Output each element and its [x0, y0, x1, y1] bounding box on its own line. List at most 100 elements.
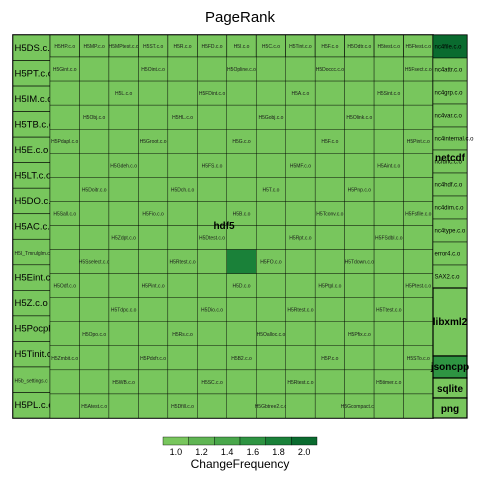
legend-title: ChangeFrequency	[190, 457, 290, 471]
treemap-cell	[285, 153, 316, 178]
cell-label: H5FDint.c.o	[199, 91, 226, 97]
cell-label: nc4var.c.o	[435, 114, 463, 120]
cell-label: H5Gobj.c.o	[258, 115, 283, 121]
cell-label: H5Fsfile.c.o	[405, 211, 432, 217]
treemap-cell	[373, 393, 404, 419]
treemap-cell	[226, 369, 257, 395]
treemap-cell	[12, 213, 51, 240]
treemap-cell	[285, 249, 316, 274]
png-block	[432, 397, 468, 419]
treemap-cell	[373, 225, 404, 250]
treemap-cell	[256, 56, 286, 82]
cell-label: H5Ptpl.c.o	[318, 284, 341, 290]
cell-label: H5test.c.o	[378, 44, 401, 50]
treemap-cell-highlight	[226, 249, 257, 274]
treemap-cell	[138, 104, 169, 130]
treemap-cell	[403, 128, 434, 154]
treemap-cell	[256, 345, 286, 371]
treemap-cell	[49, 297, 80, 322]
treemap-cell	[108, 80, 139, 106]
treemap-cell	[314, 225, 345, 250]
treemap-cell	[403, 273, 434, 298]
treemap-cell	[197, 249, 227, 274]
treemap-cell	[403, 225, 434, 250]
treemap-cell	[138, 393, 169, 419]
cell-label: H5FSdbl.c.o	[375, 236, 403, 242]
cell-label: H5Dfill.c.o	[171, 404, 194, 410]
treemap-cell	[314, 369, 345, 395]
treemap-cell	[167, 297, 198, 322]
cell-label: H5Doccc.c.o	[316, 67, 345, 73]
treemap-cell	[314, 297, 345, 322]
treemap-cell	[167, 201, 198, 226]
treemap-cell	[167, 225, 198, 250]
treemap-cell	[197, 345, 227, 371]
treemap-cell	[197, 225, 227, 250]
treemap-cell	[256, 369, 286, 395]
cell-label: H5Odtr.c.o	[347, 44, 371, 50]
cell-label: H5Tinit.c	[15, 349, 52, 360]
legend-tick-label: 2.0	[298, 447, 311, 457]
cell-label: H5Tdpc.c.o	[111, 308, 137, 314]
treemap-cell	[108, 177, 139, 202]
cell-label: H5Oint.c.o	[141, 67, 165, 73]
treemap-cell	[49, 104, 80, 130]
cell-label: nc4attr.c.o	[435, 68, 463, 74]
treemap-cell	[79, 56, 110, 82]
cell-label: H5LT.c.o	[15, 170, 52, 181]
treemap-cell	[256, 153, 286, 178]
cell-label: H5R.c.o	[174, 44, 192, 50]
treemap-cell	[314, 201, 345, 226]
treemap-cell	[49, 225, 80, 250]
treemap-cell	[344, 225, 375, 250]
treemap-cell	[167, 369, 198, 395]
treemap-cell	[226, 104, 257, 130]
treemap-cell	[373, 201, 404, 226]
cell-label: H5P.c.o	[321, 356, 338, 362]
cell-label: ncfunc.c.o	[435, 160, 463, 166]
cell-label: H5Ptest.c.o	[405, 284, 431, 290]
treemap-cell	[373, 273, 404, 298]
cell-label: H5Eint.c.o	[15, 273, 59, 284]
cell-label: nc4hdf.c.o	[435, 183, 463, 189]
cell-label: H5T.c.o	[262, 187, 279, 193]
treemap-cell	[226, 297, 257, 322]
treemap-cell	[314, 104, 345, 130]
cell-label: nc4internal.c.o	[435, 137, 475, 143]
cell-label: H5Pocpl.c.o	[15, 324, 66, 335]
treemap-cell	[285, 297, 316, 322]
legend-tick-label: 1.2	[195, 447, 208, 457]
treemap-cell	[314, 56, 345, 82]
treemap-cell	[49, 80, 80, 106]
cell-label: H5MP.c.o	[84, 44, 106, 50]
treemap-cell	[373, 321, 404, 347]
treemap-cell	[314, 345, 345, 371]
cell-label: H5Gdeh.c.o	[110, 163, 137, 169]
cell-label: H5Aint.c.o	[377, 163, 400, 169]
treemap-cell	[197, 177, 227, 202]
cell-label: H5FS.c.o	[202, 163, 223, 169]
legend-tick-label: 1.8	[272, 447, 285, 457]
cell-label: H5AC.c.o	[15, 222, 56, 233]
treemap-cell	[197, 201, 227, 226]
cell-label: H5Z.c.o	[15, 298, 48, 309]
cell-label: H5D.c.o	[232, 284, 250, 290]
treemap-cell	[344, 249, 375, 274]
treemap-cell	[344, 369, 375, 395]
cell-label: H5Olink.c.o	[346, 115, 372, 121]
treemap-cell	[226, 225, 257, 250]
cell-label: H5STo.c.o	[407, 356, 430, 362]
treemap-cell	[226, 80, 257, 106]
cell-label: H5I_Tmrulglm.c.o	[15, 251, 55, 257]
cell-label: H5SC.c.o	[201, 380, 223, 386]
treemap-cell	[373, 249, 404, 274]
treemap-cell	[167, 321, 198, 347]
treemap-cell	[79, 393, 110, 419]
treemap-cell	[108, 345, 139, 371]
treemap-cell	[403, 393, 434, 419]
cell-label: H5FD.c.o	[201, 44, 222, 50]
treemap-cell	[314, 393, 345, 419]
treemap-cell	[108, 128, 139, 154]
cell-label: nc4type.c.o	[435, 229, 466, 235]
treemap-cell	[108, 321, 139, 347]
